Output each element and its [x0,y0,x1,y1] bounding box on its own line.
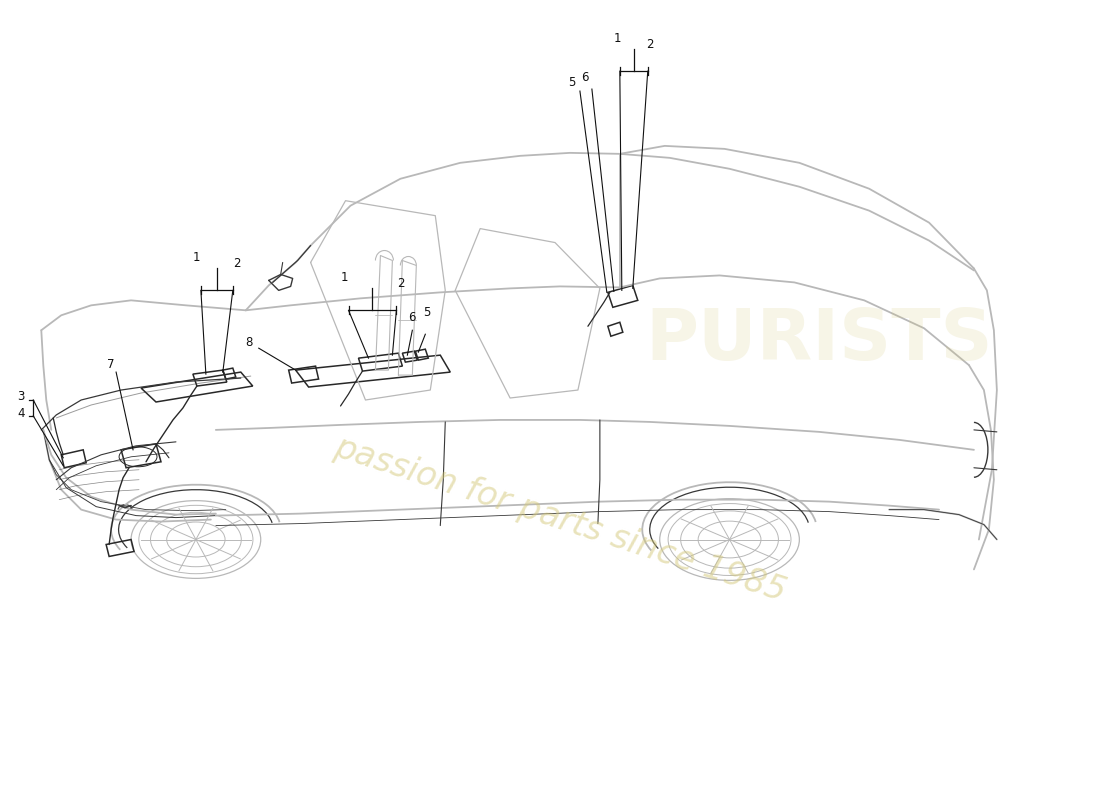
Text: 2: 2 [397,278,404,290]
Text: PURISTS: PURISTS [646,306,993,374]
Text: 1: 1 [194,251,200,265]
Text: 6: 6 [581,71,589,84]
Text: 2: 2 [233,258,241,270]
Text: 4: 4 [18,407,25,421]
Text: 7: 7 [108,358,114,370]
Text: 5: 5 [422,306,430,319]
Text: 6: 6 [408,311,416,324]
Text: 5: 5 [569,76,575,89]
Text: 1: 1 [614,32,622,46]
Text: 8: 8 [245,336,253,349]
Text: 2: 2 [646,38,653,51]
Text: 3: 3 [18,390,25,402]
Text: passion for parts since 1985: passion for parts since 1985 [330,431,790,608]
Text: 1: 1 [341,271,349,285]
